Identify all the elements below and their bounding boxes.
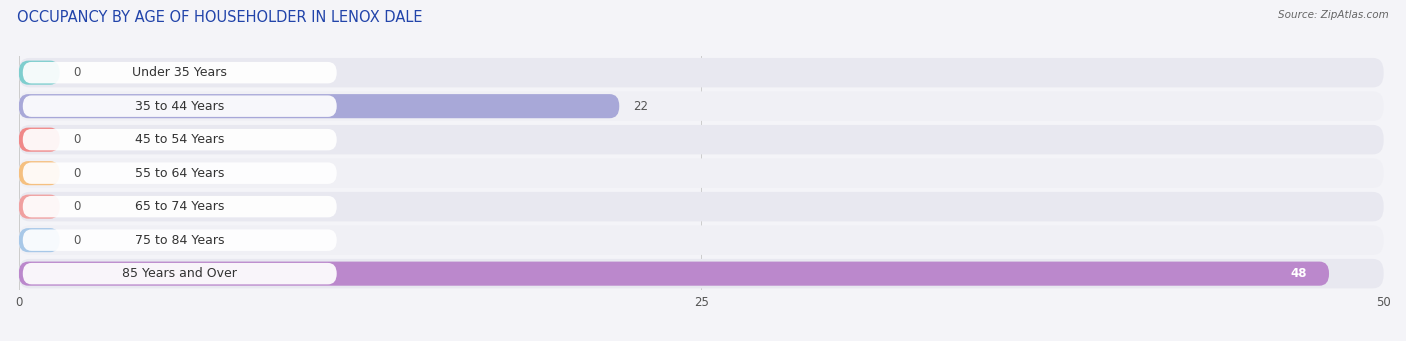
FancyBboxPatch shape — [18, 159, 1384, 188]
Text: Under 35 Years: Under 35 Years — [132, 66, 228, 79]
FancyBboxPatch shape — [18, 94, 619, 118]
Text: 35 to 44 Years: 35 to 44 Years — [135, 100, 225, 113]
Text: 48: 48 — [1291, 267, 1308, 280]
Text: OCCUPANCY BY AGE OF HOUSEHOLDER IN LENOX DALE: OCCUPANCY BY AGE OF HOUSEHOLDER IN LENOX… — [17, 10, 422, 25]
Text: 0: 0 — [73, 167, 80, 180]
Text: 22: 22 — [633, 100, 648, 113]
FancyBboxPatch shape — [18, 125, 1384, 154]
FancyBboxPatch shape — [18, 58, 1384, 87]
FancyBboxPatch shape — [22, 62, 336, 84]
Text: 0: 0 — [73, 200, 80, 213]
Text: 75 to 84 Years: 75 to 84 Years — [135, 234, 225, 247]
Text: 0: 0 — [73, 234, 80, 247]
FancyBboxPatch shape — [22, 95, 336, 117]
Text: 0: 0 — [73, 66, 80, 79]
FancyBboxPatch shape — [18, 128, 59, 152]
FancyBboxPatch shape — [22, 263, 336, 284]
FancyBboxPatch shape — [18, 262, 1329, 286]
FancyBboxPatch shape — [18, 228, 59, 252]
FancyBboxPatch shape — [18, 195, 59, 219]
FancyBboxPatch shape — [18, 91, 1384, 121]
Text: Source: ZipAtlas.com: Source: ZipAtlas.com — [1278, 10, 1389, 20]
FancyBboxPatch shape — [18, 61, 59, 85]
FancyBboxPatch shape — [22, 129, 336, 150]
FancyBboxPatch shape — [22, 162, 336, 184]
FancyBboxPatch shape — [18, 161, 59, 185]
FancyBboxPatch shape — [22, 196, 336, 217]
FancyBboxPatch shape — [18, 225, 1384, 255]
FancyBboxPatch shape — [18, 192, 1384, 221]
Text: 85 Years and Over: 85 Years and Over — [122, 267, 238, 280]
FancyBboxPatch shape — [22, 229, 336, 251]
Text: 65 to 74 Years: 65 to 74 Years — [135, 200, 225, 213]
Text: 55 to 64 Years: 55 to 64 Years — [135, 167, 225, 180]
Text: 45 to 54 Years: 45 to 54 Years — [135, 133, 225, 146]
FancyBboxPatch shape — [18, 259, 1384, 288]
Text: 0: 0 — [73, 133, 80, 146]
